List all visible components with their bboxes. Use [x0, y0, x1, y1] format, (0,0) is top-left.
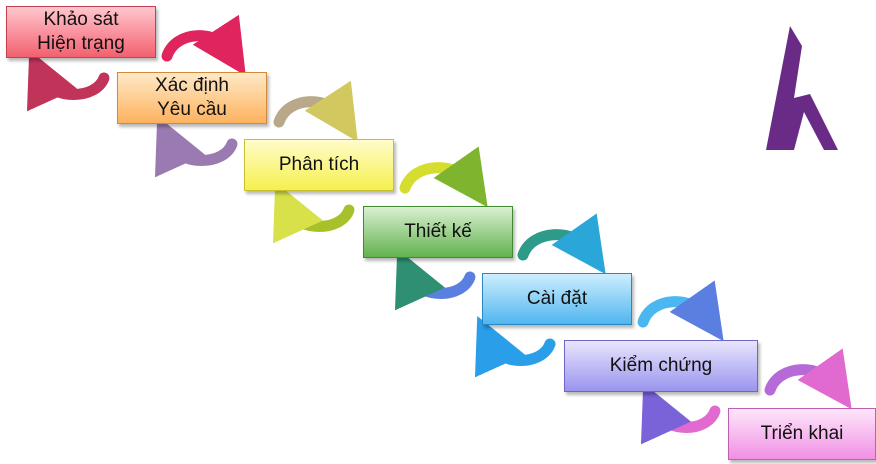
step-trien-khai: Triển khai [728, 408, 876, 460]
forward-arrow-4 [517, 213, 606, 275]
step-cai-dat: Cài đặt [482, 273, 632, 325]
forward-arrow-6 [764, 348, 852, 410]
forward-arrow-1 [161, 14, 246, 76]
forward-arrow-2 [273, 80, 358, 142]
backward-arrow-1 [27, 49, 110, 112]
backward-arrow-5 [475, 315, 556, 378]
step-kiem-chung: Kiểm chứng [564, 340, 758, 392]
forward-arrow-5 [637, 280, 724, 342]
step-khao-sat-hien-trang: Khảo sát Hiện trạng [6, 6, 156, 58]
forward-arrow-3 [399, 146, 488, 208]
backward-arrow-2 [155, 115, 238, 178]
backward-arrow-6 [641, 382, 721, 445]
step-thiet-ke: Thiết kế [363, 206, 513, 258]
backward-arrow-3 [273, 181, 355, 244]
h-letter-logo-icon [766, 26, 838, 150]
step-phan-tich: Phân tích [244, 139, 394, 191]
step-xac-dinh-yeu-cau: Xác định Yêu cầu [117, 72, 267, 124]
backward-arrow-4 [395, 248, 476, 311]
